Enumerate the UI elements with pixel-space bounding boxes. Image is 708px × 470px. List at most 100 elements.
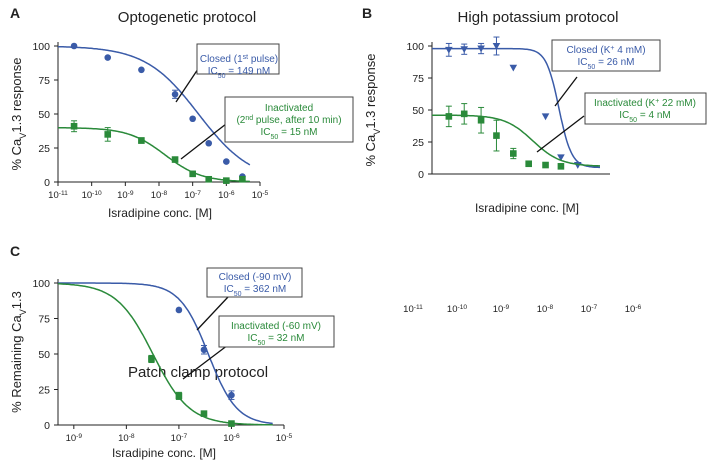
data-point bbox=[175, 306, 183, 314]
data-point bbox=[70, 122, 78, 130]
callout-line bbox=[536, 115, 585, 153]
x-tick-label: 10-5 bbox=[252, 190, 269, 202]
data-point bbox=[228, 420, 235, 427]
callout-line bbox=[180, 123, 227, 160]
y-tick-label: 0 bbox=[418, 169, 424, 181]
data-point bbox=[189, 115, 196, 123]
data-point bbox=[200, 410, 208, 417]
stray-tick-label: 10-8 bbox=[537, 304, 554, 316]
stray-tick-labels: 10-11 10-10 10-9 10-8 10-7 10-6 bbox=[403, 304, 641, 316]
y-tick-label: 0 bbox=[44, 177, 50, 189]
data-point bbox=[460, 46, 469, 53]
x-tick-label: 10-9 bbox=[66, 433, 83, 445]
x-axis-label: Isradipine conc. [M] bbox=[475, 201, 579, 215]
data-point bbox=[148, 355, 155, 363]
stray-tick-label: 10-11 bbox=[403, 304, 423, 316]
data-point bbox=[477, 45, 485, 53]
x-tick-label: 10-6 bbox=[223, 433, 240, 445]
series-label-box bbox=[206, 267, 303, 298]
data-point bbox=[557, 154, 565, 162]
series-ic50: IC50 = 362 nM bbox=[224, 284, 287, 298]
data-point bbox=[493, 132, 500, 139]
chart-title: High potassium protocol bbox=[458, 9, 619, 26]
callout-line bbox=[554, 76, 578, 107]
panel-letter: C bbox=[10, 243, 20, 259]
series-label-box bbox=[584, 92, 707, 125]
data-point bbox=[223, 158, 230, 165]
y-axis-label: % CaV1.3 response bbox=[9, 57, 28, 170]
data-point bbox=[171, 90, 179, 98]
data-point bbox=[525, 160, 532, 168]
x-tick-label: 10-9 bbox=[117, 190, 134, 202]
stray-tick-label: 10-10 bbox=[447, 304, 467, 316]
data-point bbox=[541, 113, 550, 121]
y-tick-label: 75 bbox=[38, 75, 50, 87]
data-point bbox=[445, 46, 453, 54]
x-axis-label: Isradipine conc. [M] bbox=[112, 446, 216, 460]
x-tick-label: 10-8 bbox=[118, 433, 135, 445]
fit-curve bbox=[432, 114, 600, 167]
data-point bbox=[70, 42, 78, 50]
data-point bbox=[239, 175, 246, 183]
y-tick-label: 25 bbox=[412, 137, 424, 149]
data-point bbox=[189, 170, 196, 178]
series-inactivated: Inactivated (K+ 22 mM)IC50 = 4 nM bbox=[432, 92, 707, 170]
fit-curve bbox=[58, 282, 273, 425]
x-tick-label: 10-7 bbox=[171, 433, 188, 445]
series-label-box bbox=[218, 315, 335, 348]
series-ic50: IC50 = 149 nM bbox=[208, 66, 271, 80]
chart-title: Optogenetic protocol bbox=[118, 9, 256, 26]
x-tick-label: 10-8 bbox=[151, 190, 168, 202]
data-point bbox=[228, 391, 235, 399]
y-tick-label: 100 bbox=[32, 41, 50, 53]
y-tick-label: 50 bbox=[38, 349, 50, 361]
fit-curve bbox=[58, 283, 273, 426]
data-point bbox=[223, 177, 230, 184]
series-name: Inactivated (K+ 22 mM) bbox=[594, 98, 696, 110]
series-name: Closed (1st pulse) bbox=[200, 54, 278, 66]
series-name: Inactivated bbox=[265, 103, 313, 114]
y-tick-label: 50 bbox=[38, 109, 50, 121]
y-tick-label: 0 bbox=[44, 420, 50, 432]
data-point bbox=[477, 116, 485, 124]
y-tick-label: 100 bbox=[32, 278, 50, 290]
data-point bbox=[460, 110, 468, 118]
y-axis-label: % Remaining CaV1.3 bbox=[9, 291, 28, 413]
y-tick-label: 50 bbox=[412, 105, 424, 117]
data-point bbox=[509, 64, 518, 72]
fit-curve bbox=[58, 127, 250, 183]
data-point bbox=[175, 392, 183, 400]
panel-letter: B bbox=[362, 5, 372, 21]
series-closed: Closed (-90 mV)IC50 = 362 nM bbox=[58, 267, 303, 425]
data-point bbox=[445, 113, 453, 120]
panel-b: B High potassium protocol 0 25 50 75 100 Isradi… bbox=[362, 5, 707, 215]
callout-line bbox=[196, 296, 229, 331]
series-inactivated: Inactivated (-60 mV)IC50 = 32 nM bbox=[58, 283, 335, 427]
data-point bbox=[200, 346, 208, 354]
series-ic50: IC50 = 26 nM bbox=[578, 57, 635, 71]
y-tick-label: 100 bbox=[406, 41, 424, 53]
y-tick-label: 75 bbox=[38, 314, 50, 326]
series-ic50: IC50 = 32 nM bbox=[248, 333, 305, 347]
fit-curve bbox=[58, 45, 251, 166]
stray-tick-label: 10-7 bbox=[581, 304, 598, 316]
data-point bbox=[205, 139, 213, 147]
data-point bbox=[542, 161, 549, 169]
x-tick-label: 10-10 bbox=[82, 190, 102, 202]
y-tick-label: 25 bbox=[38, 143, 50, 155]
x-tick-label: 10-11 bbox=[48, 190, 68, 202]
y-tick-label: 75 bbox=[412, 73, 424, 85]
series-name: Inactivated (-60 mV) bbox=[231, 321, 321, 332]
series-closed: Closed (1st pulse)IC50 = 149 nM bbox=[58, 42, 280, 180]
data-point bbox=[138, 137, 145, 144]
data-point bbox=[492, 43, 501, 50]
data-point bbox=[510, 150, 517, 157]
series-label-box bbox=[551, 39, 661, 72]
stray-tick-label: 10-6 bbox=[625, 304, 642, 316]
series-label-box bbox=[196, 43, 280, 75]
panel-letter: A bbox=[10, 5, 20, 21]
series-label-box bbox=[224, 96, 354, 143]
series-name: Closed (K+ 4 mM) bbox=[566, 45, 645, 57]
callout-line bbox=[182, 344, 229, 380]
